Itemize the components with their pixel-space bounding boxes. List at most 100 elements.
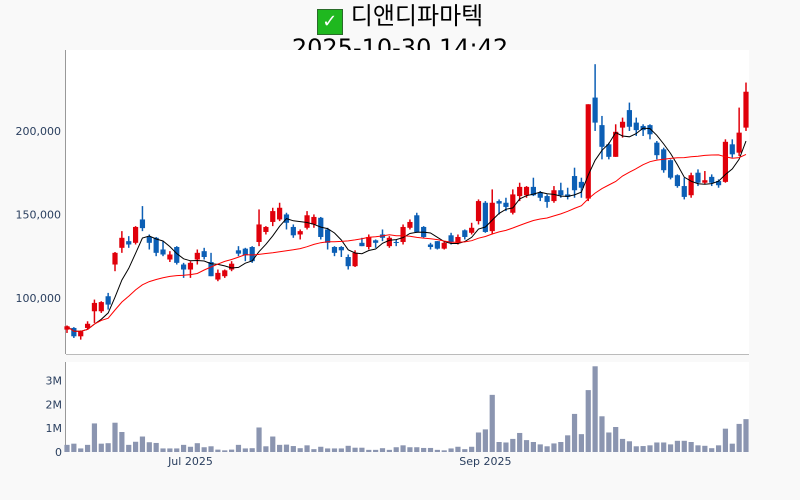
- volume-bar: [517, 432, 523, 452]
- candle: [592, 64, 598, 131]
- candle: [290, 224, 296, 238]
- volume-bar: [153, 442, 159, 452]
- volume-tick-label: 0: [55, 446, 62, 459]
- volume-bar: [338, 448, 344, 452]
- volume-bar: [503, 442, 509, 452]
- candle-body: [215, 272, 221, 280]
- candle: [688, 172, 694, 198]
- volume-bar: [558, 442, 564, 452]
- volume-bar: [565, 435, 571, 452]
- candle: [345, 254, 351, 270]
- candle: [91, 299, 98, 323]
- candle: [194, 249, 200, 265]
- candle: [407, 219, 413, 230]
- candle-body: [537, 192, 543, 198]
- candle: [393, 239, 399, 247]
- candle-body: [78, 331, 84, 337]
- candle: [585, 104, 591, 202]
- candle-body: [523, 186, 530, 196]
- candle-body: [681, 186, 687, 197]
- volume-bar: [373, 449, 379, 452]
- candle: [537, 191, 543, 202]
- candle-body: [654, 142, 660, 156]
- candle: [78, 330, 84, 340]
- candle: [174, 246, 180, 265]
- candle: [84, 321, 91, 330]
- price-plot-area: [66, 50, 749, 354]
- volume-bar: [455, 446, 461, 452]
- candle: [318, 216, 324, 240]
- check-mark-icon: ✓: [316, 9, 343, 35]
- candle-body: [338, 246, 344, 251]
- volume-bar: [112, 422, 118, 452]
- candle-body: [606, 144, 612, 157]
- candle-body: [736, 132, 742, 153]
- volume-bar: [91, 423, 98, 452]
- candle: [263, 226, 269, 235]
- volume-bar: [345, 445, 351, 452]
- candle: [160, 241, 166, 257]
- candle-body: [400, 226, 406, 242]
- volume-bar: [681, 440, 687, 452]
- candle-body: [695, 172, 701, 183]
- candle-body: [91, 302, 98, 312]
- volume-bar: [688, 442, 694, 452]
- candle: [215, 269, 221, 282]
- volume-bar: [132, 441, 139, 452]
- volume-bar: [297, 448, 303, 452]
- candle: [208, 252, 214, 277]
- volume-bar: [180, 444, 187, 452]
- volume-bar: [229, 449, 235, 452]
- candle-body: [743, 91, 749, 128]
- candle: [462, 229, 468, 240]
- candle-body: [174, 246, 180, 263]
- candle: [709, 174, 715, 187]
- candle-body: [126, 241, 132, 245]
- volume-bar: [709, 448, 715, 452]
- candle-body: [277, 207, 283, 220]
- candle-body: [290, 226, 296, 236]
- volume-bar: [702, 445, 708, 452]
- candle: [71, 327, 77, 338]
- x-tick-label: Jul 2025: [167, 455, 213, 468]
- volume-bar: [64, 444, 70, 452]
- volume-bar: [695, 445, 701, 452]
- candle-body: [578, 181, 584, 188]
- candle-body: [345, 257, 351, 267]
- volume-bar: [126, 444, 132, 452]
- volume-bar: [84, 444, 91, 452]
- volume-tick-label: 3M: [46, 375, 63, 388]
- volume-bar: [462, 449, 468, 452]
- volume-bar: [407, 447, 413, 452]
- volume-bar: [578, 434, 584, 452]
- candle-body: [688, 175, 694, 196]
- candle: [489, 189, 495, 235]
- volume-bar: [674, 440, 681, 452]
- volume-y-ticks: 0 1M 2M 3M: [46, 375, 63, 459]
- volume-bar: [585, 390, 591, 452]
- candle-body: [489, 202, 495, 232]
- candles: [64, 64, 749, 340]
- candle-body: [667, 160, 674, 178]
- volume-bar: [222, 450, 228, 452]
- candle-body: [201, 251, 207, 258]
- candle: [530, 177, 536, 197]
- candle: [517, 182, 523, 202]
- candle: [743, 82, 749, 131]
- candle: [571, 167, 578, 198]
- volume-bar: [146, 442, 152, 452]
- volume-bar: [318, 446, 324, 452]
- volume-bar: [592, 366, 598, 452]
- candle-body: [530, 186, 536, 196]
- volume-bar: [722, 428, 729, 452]
- candle-body: [84, 323, 91, 328]
- volume-bar: [256, 427, 262, 452]
- candle-body: [222, 270, 228, 277]
- candle: [146, 234, 152, 250]
- candle-body: [571, 176, 578, 191]
- volume-bar: [311, 449, 317, 452]
- price-tick-label: 100,000: [16, 292, 62, 305]
- volume-bar: [400, 445, 406, 452]
- chart-title: ✓ 디앤디파마텍: [0, 0, 800, 35]
- candle: [373, 239, 379, 248]
